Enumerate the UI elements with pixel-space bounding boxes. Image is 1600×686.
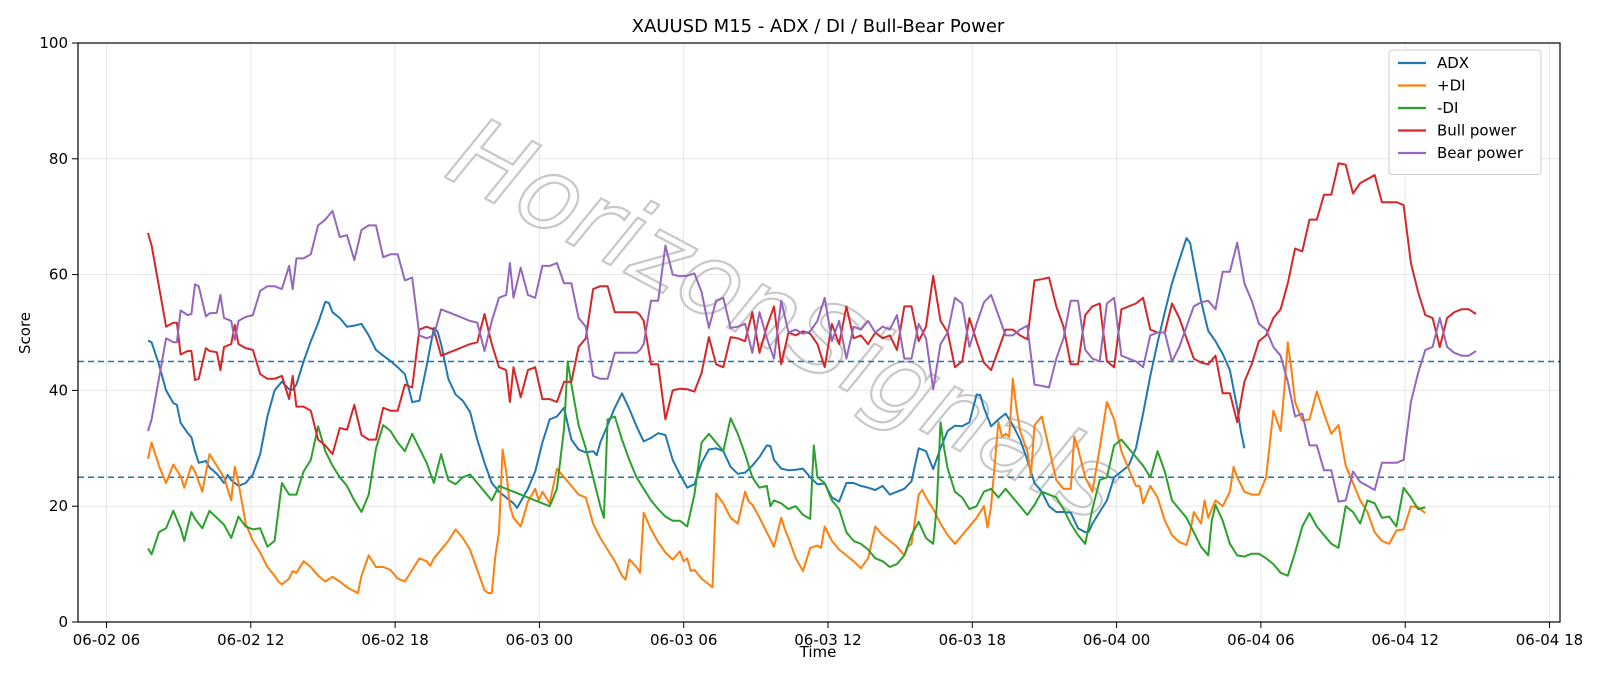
x-tick-label: 06-04 06 <box>1227 631 1294 649</box>
legend-label: +DI <box>1437 77 1466 95</box>
legend-label: Bear power <box>1437 144 1524 162</box>
legend-label: ADX <box>1437 54 1469 72</box>
y-tick-label: 40 <box>49 381 68 399</box>
x-tick-label: 06-02 18 <box>361 631 428 649</box>
x-axis-ticks: 06-02 06 06-02 12 06-02 18 06-03 00 06-03 06… <box>73 622 1583 649</box>
series-line-bear-power <box>147 209 1477 503</box>
y-axis-label: Score <box>16 312 34 354</box>
grid <box>78 43 1560 622</box>
series-line-bull-power <box>147 162 1477 456</box>
x-tick-label: 06-04 00 <box>1083 631 1150 649</box>
legend: ADX +DI -DI Bull power Bear power <box>1388 49 1542 175</box>
legend-box <box>1388 49 1542 175</box>
threshold-lines <box>78 360 1560 478</box>
plot-frame <box>77 42 1561 623</box>
x-tick-label: 06-03 00 <box>506 631 573 649</box>
x-tick-label: 06-03 06 <box>650 631 717 649</box>
series-line-adx <box>147 237 1246 534</box>
x-tick-label: 06-02 06 <box>73 631 140 649</box>
x-tick-label: 06-03 12 <box>794 631 861 649</box>
y-tick-label: 60 <box>49 266 68 284</box>
y-tick-label: 20 <box>49 497 68 515</box>
series-line--di <box>147 341 1426 594</box>
x-tick-label: 06-04 18 <box>1516 631 1583 649</box>
series-line--di <box>147 360 1426 577</box>
chart-title: XAUUSD M15 - ADX / DI / Bull-Bear Power <box>632 16 1005 37</box>
y-tick-label: 100 <box>39 34 68 52</box>
series-lines <box>147 162 1477 594</box>
legend-label: -DI <box>1437 99 1458 117</box>
x-tick-label: 06-03 18 <box>939 631 1006 649</box>
legend-label: Bull power <box>1437 122 1517 140</box>
y-tick-label: 80 <box>49 150 68 168</box>
y-tick-label: 0 <box>58 613 68 631</box>
y-axis-ticks: 0 20 40 60 80 100 <box>39 34 78 631</box>
x-axis-label: Time <box>799 643 837 661</box>
x-tick-label: 06-04 12 <box>1371 631 1438 649</box>
x-tick-label: 06-02 12 <box>217 631 284 649</box>
